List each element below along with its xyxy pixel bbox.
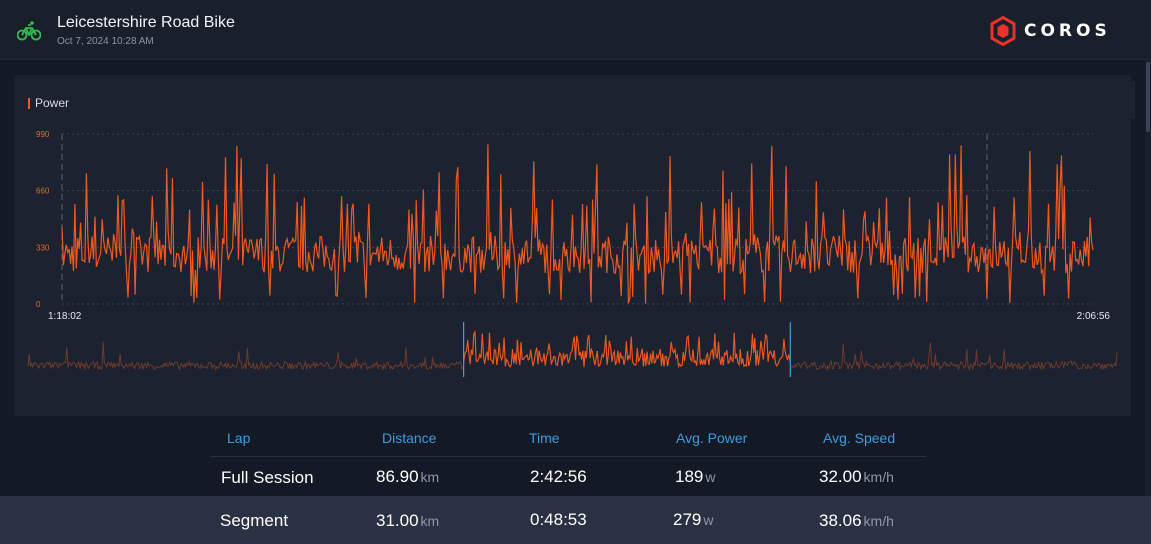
logo-text: COROS bbox=[1024, 21, 1111, 41]
legend-label: Power bbox=[35, 96, 70, 110]
y-tick-label: 660 bbox=[36, 187, 50, 196]
header-distance: Distance bbox=[382, 430, 437, 446]
header-lap: Lap bbox=[227, 430, 251, 446]
power-chart[interactable]: 990 660 330 0 1:18:02 2:06:56 bbox=[14, 75, 1131, 416]
legend-swatch bbox=[28, 97, 30, 109]
coros-hexagon-icon bbox=[990, 16, 1016, 46]
power-value: 279 w bbox=[673, 510, 714, 530]
y-axis-ticks: 990 660 330 0 bbox=[36, 130, 50, 309]
table-row-segment[interactable] bbox=[0, 496, 1151, 544]
lap-name: Full Session bbox=[221, 468, 314, 487]
bike-icon bbox=[17, 21, 41, 41]
distance-unit: km bbox=[420, 469, 440, 485]
power-number: 279 bbox=[673, 510, 702, 529]
time-value: 2:42:56 bbox=[530, 467, 587, 486]
panel-edge-tab bbox=[1131, 81, 1135, 119]
header-time: Time bbox=[529, 430, 560, 446]
distance-value: 86.90 km bbox=[376, 467, 439, 487]
time-value: 0:48:53 bbox=[530, 510, 587, 529]
speed-unit: km/h bbox=[863, 513, 894, 529]
activity-datetime: Oct 7, 2024 10:28 AM bbox=[57, 36, 154, 47]
overview-selected-line bbox=[463, 330, 791, 369]
x-end-label: 2:06:56 bbox=[1077, 311, 1111, 322]
distance-value: 31.00 km bbox=[376, 511, 439, 531]
speed-value: 32.00 km/h bbox=[819, 467, 894, 487]
activity-title: Leicestershire Road Bike bbox=[57, 14, 235, 31]
power-value: 189 w bbox=[675, 467, 716, 487]
speed-number: 38.06 bbox=[819, 511, 862, 530]
power-number: 189 bbox=[675, 467, 704, 486]
y-tick-label: 990 bbox=[36, 130, 50, 139]
distance-unit: km bbox=[420, 513, 440, 529]
power-chart-panel: Power 990 660 330 0 1:18:02 2:06:56 bbox=[14, 75, 1135, 416]
scrollbar-thumb[interactable] bbox=[1146, 62, 1150, 132]
lap-name: Segment bbox=[220, 511, 289, 530]
overview-navigator bbox=[27, 322, 1118, 377]
coros-logo: COROS bbox=[990, 16, 1111, 46]
speed-value: 38.06 km/h bbox=[819, 511, 894, 531]
power-unit: w bbox=[703, 512, 714, 528]
header-avg-speed: Avg. Speed bbox=[823, 430, 896, 446]
speed-unit: km/h bbox=[863, 469, 894, 485]
y-tick-label: 0 bbox=[36, 300, 41, 309]
power-series bbox=[61, 144, 1094, 304]
chart-legend[interactable]: Power bbox=[28, 96, 69, 110]
scrollbar-track[interactable] bbox=[1145, 60, 1151, 544]
power-unit: w bbox=[705, 469, 716, 485]
distance-number: 86.90 bbox=[376, 467, 419, 486]
x-start-label: 1:18:02 bbox=[48, 311, 82, 322]
y-tick-label: 330 bbox=[36, 243, 50, 252]
power-line bbox=[61, 144, 1094, 304]
distance-number: 31.00 bbox=[376, 511, 419, 530]
table-row-full-session[interactable] bbox=[211, 456, 926, 496]
header-bar: Leicestershire Road Bike Oct 7, 2024 10:… bbox=[0, 0, 1151, 60]
speed-number: 32.00 bbox=[819, 467, 862, 486]
header-avg-power: Avg. Power bbox=[676, 430, 748, 446]
